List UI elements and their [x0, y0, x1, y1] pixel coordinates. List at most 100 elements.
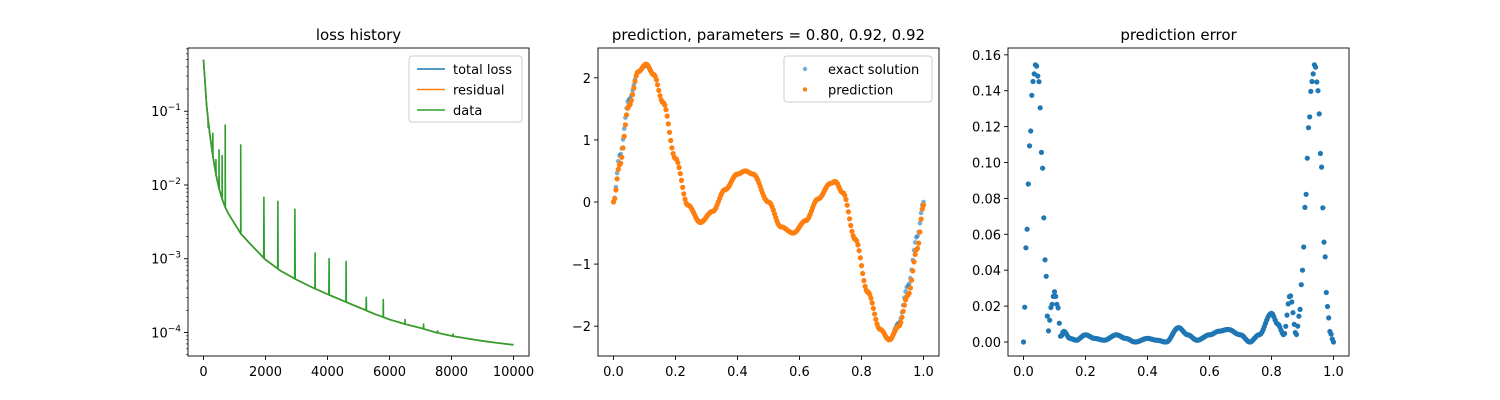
- data-point: [1322, 254, 1328, 260]
- legend-label: exact solution: [828, 63, 919, 78]
- data-point: [1026, 143, 1033, 149]
- legend-label: total loss: [453, 63, 512, 78]
- data-point: [1038, 149, 1044, 155]
- data-point: [1037, 105, 1043, 111]
- data-point: [1299, 267, 1306, 273]
- data-point: [1284, 312, 1290, 318]
- data-point: [678, 177, 685, 183]
- data-point: [614, 176, 620, 182]
- x-tick-label: 0.0: [1013, 365, 1034, 380]
- data-point: [622, 122, 629, 128]
- y-tick-label: 10−1: [151, 103, 181, 120]
- data-point: [1298, 282, 1304, 288]
- data-point: [675, 160, 681, 166]
- data-point: [1301, 244, 1307, 250]
- data-point: [1043, 273, 1049, 279]
- x-tick-label: 10000: [493, 365, 534, 380]
- data-point: [1305, 125, 1312, 131]
- data-point: [612, 196, 618, 202]
- data-point: [1308, 88, 1314, 94]
- data-point: [668, 137, 674, 144]
- data-point: [917, 229, 923, 235]
- y-tick-label: 0.16: [972, 49, 1001, 64]
- data-point: [1319, 164, 1325, 170]
- data-point: [1049, 301, 1055, 307]
- y-tick-label: 2: [583, 72, 591, 87]
- data-point: [621, 133, 627, 139]
- data-point: [900, 308, 906, 314]
- legend-label: prediction: [828, 84, 893, 99]
- x-tick-label: 6000: [373, 365, 406, 380]
- y-tick-label: 0.12: [972, 121, 1001, 136]
- y-tick-label: 0.02: [972, 300, 1001, 315]
- data-point: [613, 187, 619, 193]
- data-point: [1053, 293, 1059, 299]
- data-point: [656, 87, 662, 93]
- data-point: [1028, 128, 1034, 134]
- data-point: [1295, 323, 1301, 329]
- data-point: [1283, 323, 1289, 329]
- data-point: [662, 102, 668, 108]
- x-tick-label: 0.4: [727, 365, 748, 380]
- data-point: [665, 121, 671, 127]
- x-tick-label: 1.0: [913, 365, 934, 380]
- axes-frame: [597, 47, 940, 357]
- data-point: [909, 277, 915, 283]
- series-line-data: [202, 59, 514, 346]
- data-point: [655, 82, 661, 88]
- data-point: [682, 196, 688, 202]
- data-point: [918, 210, 924, 216]
- data-point: [843, 196, 849, 203]
- data-point: [901, 302, 908, 308]
- chart-title: prediction, parameters = 0.80, 0.92, 0.9…: [612, 26, 925, 44]
- data-point: [911, 259, 917, 265]
- data-point: [619, 154, 625, 160]
- data-point: [854, 238, 860, 244]
- data-point: [872, 311, 878, 317]
- data-point: [868, 295, 874, 301]
- x-tick-label: 0.0: [603, 365, 624, 380]
- y-tick-label: 0.06: [972, 228, 1001, 243]
- data-point: [1047, 317, 1053, 323]
- data-point: [1310, 71, 1316, 77]
- data-point: [858, 263, 865, 269]
- data-point: [906, 290, 912, 296]
- data-point: [1030, 78, 1036, 85]
- data-point: [870, 305, 877, 311]
- x-tick-label: 0.6: [1199, 365, 1220, 380]
- data-point: [920, 202, 927, 208]
- data-point: [916, 240, 922, 246]
- axes-frame: [187, 47, 530, 357]
- y-tick-label: 10−3: [151, 251, 181, 268]
- data-point: [620, 145, 626, 151]
- data-point: [624, 112, 630, 118]
- data-point: [615, 166, 621, 172]
- data-point: [1044, 313, 1050, 319]
- x-tick-label: 0.2: [665, 365, 686, 380]
- data-point: [899, 314, 905, 320]
- data-point: [1320, 205, 1326, 211]
- data-point: [917, 220, 923, 226]
- data-point: [666, 129, 673, 135]
- y-tick-label: 0.14: [972, 85, 1001, 100]
- data-point: [862, 283, 868, 289]
- data-point: [1055, 305, 1061, 311]
- data-point: [907, 285, 914, 291]
- data-point: [618, 160, 624, 166]
- data-point: [621, 126, 627, 131]
- data-point: [918, 216, 924, 222]
- x-tick-label: 8000: [435, 365, 468, 380]
- x-tick-label: 0: [199, 365, 207, 380]
- data-point: [1036, 79, 1042, 85]
- y-tick-label: 0.00: [972, 336, 1001, 351]
- data-point: [1324, 303, 1331, 310]
- data-point: [860, 270, 866, 277]
- data-point: [856, 248, 862, 254]
- data-point: [1302, 204, 1308, 210]
- axes-frame: [1007, 47, 1350, 357]
- x-tick-label: 0.8: [851, 365, 872, 380]
- data-point: [1282, 330, 1288, 337]
- data-point: [1321, 239, 1327, 245]
- data-point: [657, 93, 663, 99]
- data-point: [681, 191, 687, 197]
